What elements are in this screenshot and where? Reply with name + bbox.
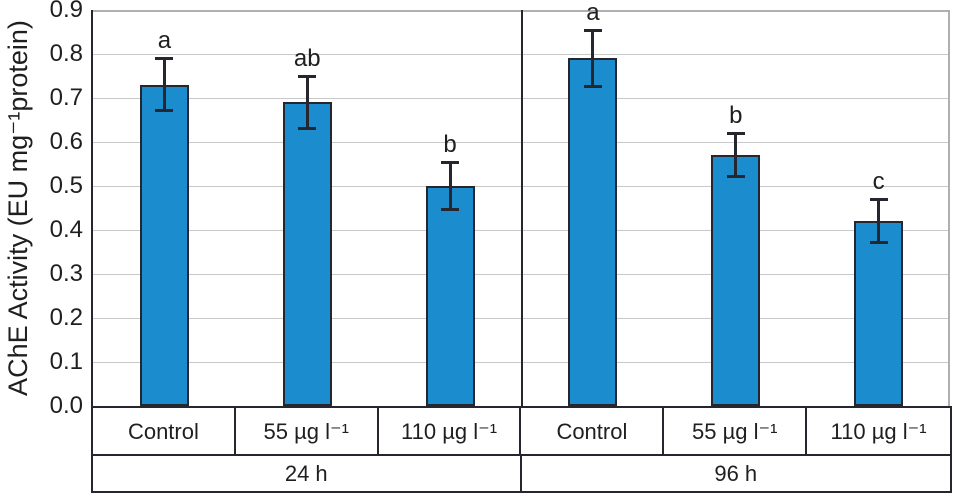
y-tick-label: 0.9 [49, 0, 83, 23]
significance-letter: a [586, 0, 600, 26]
panel-divider [520, 10, 523, 406]
bar-2 [282, 102, 332, 406]
plot-right-border [948, 10, 950, 406]
treatment-cell: Control [521, 408, 665, 456]
error-bar-cap-top [155, 57, 174, 61]
significance-letter: c [872, 168, 885, 196]
error-bar-cap-bottom [298, 126, 317, 130]
error-bar-cap-bottom [869, 241, 888, 245]
y-tick-label: 0.6 [49, 128, 83, 155]
error-bar-line [162, 58, 166, 112]
significance-letter: ab [293, 45, 321, 72]
significance-letter: b [729, 102, 743, 130]
treatment-cell: 55 µg l⁻¹ [664, 408, 808, 456]
error-bar-line [448, 161, 452, 211]
error-bar-line [877, 199, 881, 244]
y-tick-label: 0.2 [49, 304, 83, 331]
bar-3 [425, 186, 475, 406]
error-bar-cap-bottom [583, 85, 602, 88]
bar-5 [711, 155, 761, 406]
y-tick-label: 0.7 [49, 84, 83, 111]
treatment-cell: 110 µg l⁻¹ [807, 408, 950, 456]
y-tick-label: 0.5 [49, 172, 83, 199]
exposure-time-cell: 24 h [93, 456, 522, 491]
y-tick-label: 0.8 [49, 40, 83, 67]
error-bar-line [734, 133, 738, 178]
error-bar-cap-bottom [155, 109, 174, 113]
error-bar-cap-top [298, 75, 317, 78]
treatment-cell: Control [93, 408, 236, 456]
error-bar-cap-top [441, 160, 460, 164]
treatment-cell: 110 µg l⁻¹ [378, 408, 522, 456]
plot-area: a ab b a b c [91, 0, 950, 406]
y-tick-label: 0.0 [49, 392, 83, 419]
error-bar-cap-bottom [441, 208, 460, 212]
exposure-time-cell: 96 h [714, 461, 758, 486]
y-axis-line [91, 10, 93, 406]
error-bar-cap-bottom [726, 175, 745, 179]
treatment-cell: 55 µg l⁻¹ [235, 408, 379, 456]
bar-1 [139, 84, 189, 406]
y-tick-label: 0.3 [49, 260, 83, 287]
y-axis-tick-labels: 0.0 0.1 0.2 0.3 0.4 0.5 0.6 0.7 0.8 0.9 [0, 0, 83, 500]
exposure-time-row: 24 h 96 h [93, 456, 950, 491]
treatment-label-row: Control 55 µg l⁻¹ 110 µg l⁻¹ Control 55 µg l… [93, 408, 950, 456]
error-bar-cap-top [726, 132, 745, 136]
error-bar-line [305, 76, 309, 129]
category-table: Control 55 µg l⁻¹ 110 µg l⁻¹ Control 55 µg l… [91, 406, 952, 493]
y-tick-label: 0.4 [49, 216, 83, 243]
error-bar-cap-top [869, 198, 888, 202]
bar-6 [854, 221, 904, 406]
error-bar-line [591, 29, 595, 87]
y-tick-label: 0.1 [49, 348, 83, 375]
error-bar-cap-top [583, 28, 602, 32]
significance-letter: a [157, 27, 172, 55]
bar-4 [568, 58, 618, 406]
significance-letter: b [443, 130, 457, 158]
